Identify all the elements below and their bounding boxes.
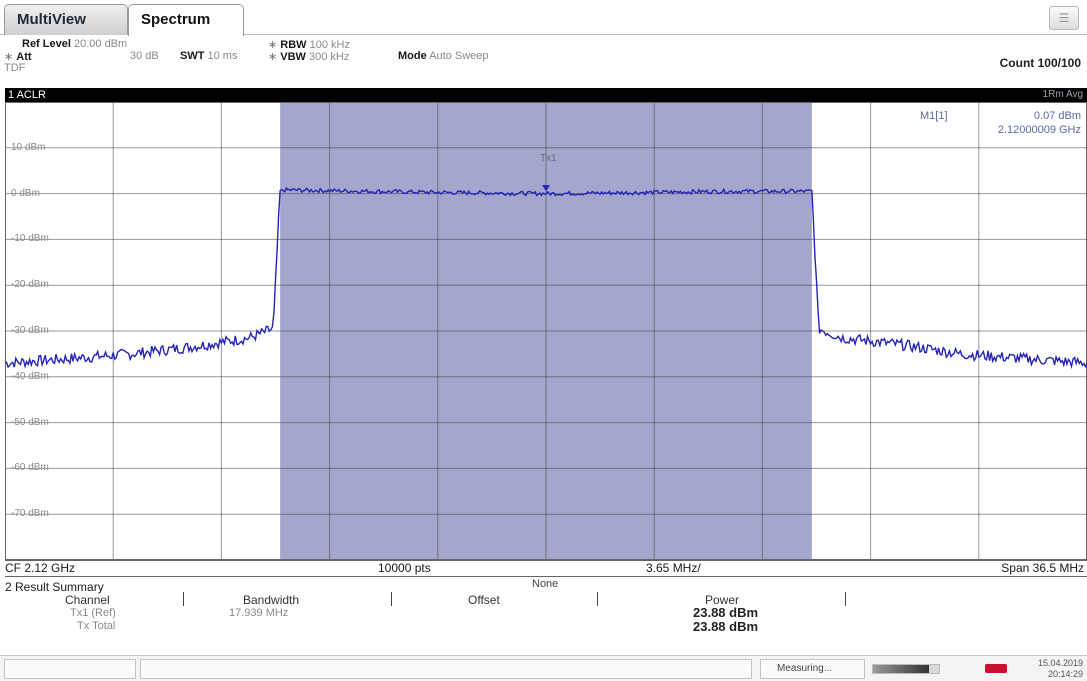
tab-multiview[interactable]: MultiView	[4, 4, 128, 35]
result-summary: 2 Result Summary None Channel Bandwidth …	[5, 578, 1087, 654]
rbw-setting[interactable]: ∗ RBW 100 kHz	[268, 38, 350, 51]
att-value-wrap: 30 dB	[130, 50, 159, 62]
sweep-progress-fill	[873, 665, 930, 673]
modified-indicator: ∗	[268, 39, 278, 51]
system-message-icon[interactable]	[985, 664, 1007, 673]
sweep-progress-bar	[872, 664, 940, 674]
swt-setting[interactable]: SWT 10 ms	[180, 50, 237, 62]
y-axis-label: 10 dBm	[11, 141, 46, 153]
modified-indicator: ∗	[4, 51, 14, 63]
att-value: 30 dB	[130, 50, 159, 62]
mode-label: Mode	[398, 50, 427, 62]
vbw-setting[interactable]: ∗ VBW 300 kHz	[268, 50, 349, 63]
y-axis-label: -10 dBm	[11, 233, 49, 245]
row-channel-total: Tx Total	[77, 620, 116, 632]
row-power-total: 23.88 dBm	[693, 619, 759, 634]
column-separator	[845, 592, 846, 606]
column-separator	[597, 592, 598, 606]
date-time: 15.04.2019 20:14:29	[1038, 658, 1083, 680]
spectrum-trace	[5, 186, 1087, 370]
y-axis-label: -60 dBm	[11, 462, 49, 474]
time: 20:14:29	[1047, 669, 1083, 679]
marker-frequency: 2.12000009 GHz	[997, 124, 1081, 136]
ref-level-value: 20.00 dBm	[73, 38, 128, 50]
tdf-label: TDF	[4, 62, 26, 74]
window-title: 1 ACLR	[8, 89, 46, 101]
att-setting[interactable]: ∗ Att	[4, 50, 32, 63]
frequency-per-division: 3.65 MHz/	[646, 561, 701, 575]
status-bar: Measuring... 15.04.2019 20:14:29	[0, 655, 1087, 681]
vbw-value: 300 kHz	[309, 51, 350, 63]
header-power: Power	[705, 593, 740, 607]
header-bandwidth: Bandwidth	[243, 593, 300, 607]
tdf-setting: TDF	[4, 62, 25, 74]
date: 15.04.2019	[1037, 658, 1083, 668]
sweep-points: 10000 pts	[378, 561, 431, 575]
column-separator	[183, 592, 184, 606]
measuring-status: Measuring...	[760, 659, 865, 679]
row-channel-tx1: Tx1 (Ref)	[70, 607, 116, 619]
status-message-field	[140, 659, 752, 679]
hamburger-icon[interactable]: ☰	[1049, 6, 1079, 30]
ref-level-setting[interactable]: Ref Level 20.00 dBm	[22, 38, 127, 50]
ref-level-label: Ref Level	[22, 38, 71, 50]
header-channel: Channel	[65, 593, 110, 607]
window-title-bar[interactable]: 1 ACLR 1Rm Avg	[5, 88, 1087, 102]
spectrum-plot-svg	[5, 102, 1087, 560]
header-offset: Offset	[468, 593, 500, 607]
column-separator	[391, 592, 392, 606]
tab-bar: MultiView Spectrum ☰	[0, 0, 1087, 36]
att-label: Att	[16, 51, 32, 63]
row-power-tx1: 23.88 dBm	[693, 605, 759, 620]
channel-label-tx1: Tx1	[540, 153, 557, 164]
frequency-span[interactable]: Span 36.5 MHz	[1001, 561, 1084, 575]
measurement-settings: Ref Level 20.00 dBm ∗ Att 30 dB TDF SWT …	[0, 36, 1087, 88]
plot-footer: CF 2.12 GHz 10000 pts 3.65 MHz/ Span 36.…	[5, 560, 1087, 577]
center-frequency[interactable]: CF 2.12 GHz	[5, 561, 76, 575]
y-axis-label: -30 dBm	[11, 325, 49, 336]
y-axis-label: -70 dBm	[11, 508, 49, 520]
rbw-label: RBW	[280, 39, 307, 51]
marker-m1	[542, 185, 550, 192]
swt-label: SWT	[180, 50, 205, 62]
mode-setting[interactable]: Mode Auto Sweep	[398, 50, 489, 62]
tab-spectrum[interactable]: Spectrum	[128, 4, 244, 36]
result-none-label: None	[532, 578, 559, 590]
vbw-label: VBW	[280, 51, 306, 63]
spectrum-plot[interactable]: 10 dBm 0 dBm -10 dBm -20 dBm -30 dBm -40 dBm -…	[5, 102, 1087, 560]
result-summary-title: 2 Result Summary	[5, 580, 104, 594]
swt-value: 10 ms	[207, 50, 238, 62]
y-axis-label: -20 dBm	[11, 279, 49, 291]
status-field-left	[4, 659, 136, 679]
marker-level: 0.07 dBm	[1033, 110, 1081, 122]
marker-label: M1[1]	[920, 110, 948, 122]
y-axis-label: -40 dBm	[11, 370, 49, 382]
row-bandwidth-tx1: 17.939 MHz	[229, 607, 289, 619]
modified-indicator: ∗	[268, 51, 278, 63]
rbw-value: 100 kHz	[309, 39, 350, 51]
y-axis-label: 0 dBm	[11, 187, 40, 199]
trace-tag: 1Rm Avg	[1042, 89, 1083, 100]
mode-value: Auto Sweep	[429, 50, 489, 62]
y-axis-label: -50 dBm	[11, 416, 49, 428]
sweep-count: Count 100/100	[999, 56, 1081, 70]
